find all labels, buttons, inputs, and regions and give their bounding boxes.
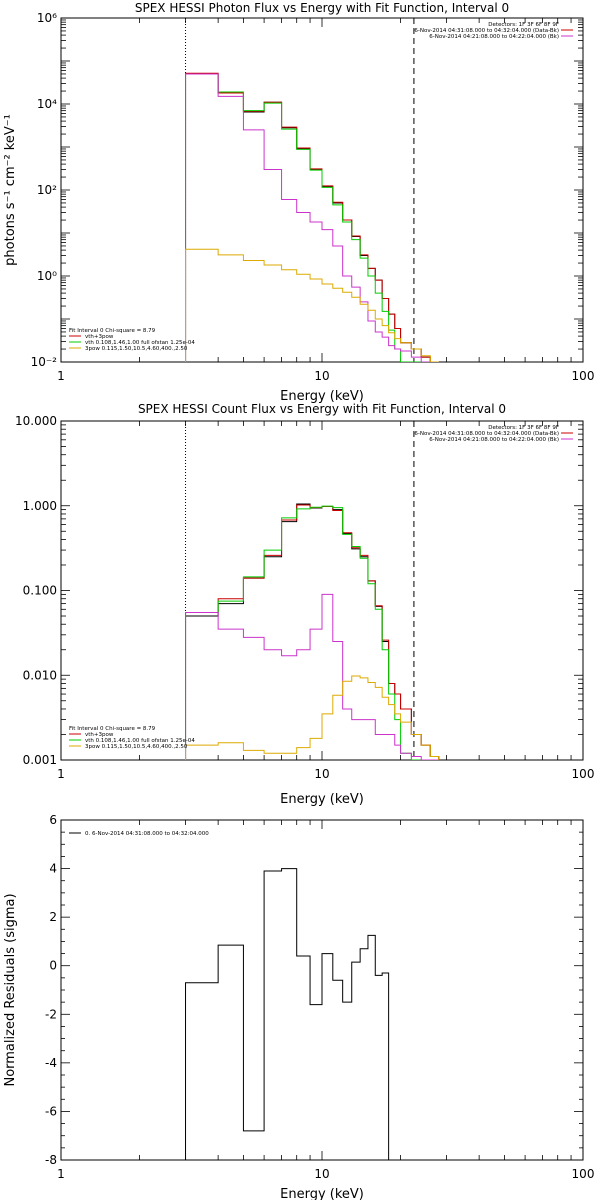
chart-panel-2: 1 10 100 0.001 0.010 0.100 1.000 10.000 SPEX HES… — [15, 402, 594, 807]
x-axis-label: Energy (keV) — [280, 1187, 364, 1200]
legend: Detectors: 1F 3F 6F 8F 9F6-Nov-2014 04:3… — [414, 22, 573, 40]
chart-title: SPEX HESSI Photon Flux vs Energy with Fi… — [135, 1, 509, 15]
y-tick-label: 10² — [37, 183, 57, 197]
plot-frame — [60, 420, 584, 761]
series-group — [185, 72, 439, 362]
fit-legend: Fit Interval 0 Chi-square = 8.79vth+3pow… — [69, 726, 195, 750]
y-axis-label: photons s⁻¹ cm⁻² keV⁻¹ — [3, 114, 18, 266]
y-tick-label: -2 — [45, 1007, 57, 1021]
fit-legend-entry: vth+3pow — [85, 732, 114, 738]
fit-legend-header: Fit Interval 0 Chi-square = 8.79 — [69, 726, 156, 732]
legend-entry: 6-Nov-2014 04:21:08.000 to 04:22:04.000 … — [429, 437, 559, 443]
series-group — [185, 868, 390, 1160]
legend-entry: 6-Nov-2014 04:31:08.000 to 04:32:04.000 … — [414, 431, 559, 437]
legend: Detectors: 1F 3F 6F 8F 9F6-Nov-2014 04:3… — [414, 425, 573, 443]
y-tick-label: 0 — [49, 959, 57, 973]
fit-legend-entry: vth 0.108,1.46,1.00 full ofstan 1.25e-04 — [85, 340, 195, 346]
fit-legend-entry: vth+3pow — [85, 334, 114, 340]
y-tick-label: 0.001 — [23, 753, 57, 767]
x-tick-label: 1 — [57, 767, 65, 781]
x-tick-label: 100 — [572, 767, 595, 781]
fit-legend-entry: vth 0.108,1.46,1.00 full ofstan 1.25e-04 — [85, 738, 195, 744]
fit-legend-entry: 3pow 0.115,1.50,10.5,4.60,400.,2.50 — [85, 346, 188, 352]
legend: 0. 6-Nov-2014 04:31:08.000 to 04:32:04.0… — [69, 831, 209, 837]
fit-legend: Fit Interval 0 Chi-square = 8.79vth+3pow… — [69, 328, 195, 352]
x-axis-label: Energy (keV) — [280, 389, 364, 404]
series-line-4 — [185, 73, 439, 362]
series-line-4 — [185, 593, 439, 760]
y-tick-label: 10.000 — [15, 414, 57, 428]
legend-header: Detectors: 1F 3F 6F 8F 9F — [488, 22, 559, 28]
y-tick-label: 0.100 — [23, 584, 57, 598]
y-axis-label: Normalized Residuals (sigma) — [3, 893, 18, 1086]
legend-header: Detectors: 1F 3F 6F 8F 9F — [488, 425, 559, 431]
chart-title: SPEX HESSI Count Flux vs Energy with Fit… — [138, 402, 506, 416]
y-tick-label: 2 — [49, 910, 57, 924]
series-line-5 — [185, 248, 439, 362]
x-tick-label: 1 — [57, 1167, 65, 1181]
y-tick-label: 6 — [49, 813, 57, 827]
series-line-1 — [185, 868, 390, 1160]
x-axis-label: Energy (keV) — [280, 792, 364, 807]
chart-panel-1: 1 10 100 10⁻² 10⁰ 10² 10⁴ 10⁶ SPEX HESSI Photon … — [3, 1, 594, 404]
y-tick-label: 4 — [49, 862, 57, 876]
x-tick-label: 1 — [57, 369, 65, 383]
x-tick-label: 10 — [314, 369, 329, 383]
fit-legend-entry: 3pow 0.115,1.50,10.5,4.60,400.,2.50 — [85, 744, 188, 750]
series-line-5 — [185, 675, 440, 760]
y-tick-label: 10⁶ — [37, 11, 57, 25]
y-tick-label: 10⁻² — [31, 355, 58, 369]
fit-legend-header: Fit Interval 0 Chi-square = 8.79 — [69, 328, 156, 334]
series-line-1 — [185, 73, 439, 362]
legend-entry: 6-Nov-2014 04:31:08.000 to 04:32:04.000 … — [414, 28, 559, 34]
series-line-3 — [185, 505, 439, 760]
series-line-2 — [185, 504, 440, 760]
y-tick-label: 10⁴ — [37, 97, 57, 111]
legend-entry: 0. 6-Nov-2014 04:31:08.000 to 04:32:04.0… — [85, 831, 209, 837]
series-line-3 — [185, 73, 439, 362]
y-tick-label: 1.000 — [23, 499, 57, 513]
y-tick-label: 0.010 — [23, 668, 57, 682]
y-tick-label: -4 — [45, 1056, 57, 1070]
series-group — [185, 503, 440, 760]
x-tick-label: 100 — [572, 1167, 595, 1181]
y-tick-label: -8 — [45, 1153, 57, 1167]
series-line-2 — [185, 72, 439, 362]
chart-panel-3: 1 10 100 -8 -6 -4 -2 0 2 4 6 Energy (keV) Normalized… — [3, 813, 595, 1202]
plot-frame — [60, 17, 584, 363]
y-tick-label: -6 — [45, 1104, 57, 1118]
legend-entry: 6-Nov-2014 04:21:08.000 to 04:22:04.000 … — [429, 34, 559, 40]
x-tick-label: 10 — [314, 1167, 329, 1181]
x-tick-label: 10 — [314, 767, 329, 781]
y-tick-label: 10⁰ — [37, 269, 57, 283]
x-tick-label: 100 — [572, 369, 595, 383]
